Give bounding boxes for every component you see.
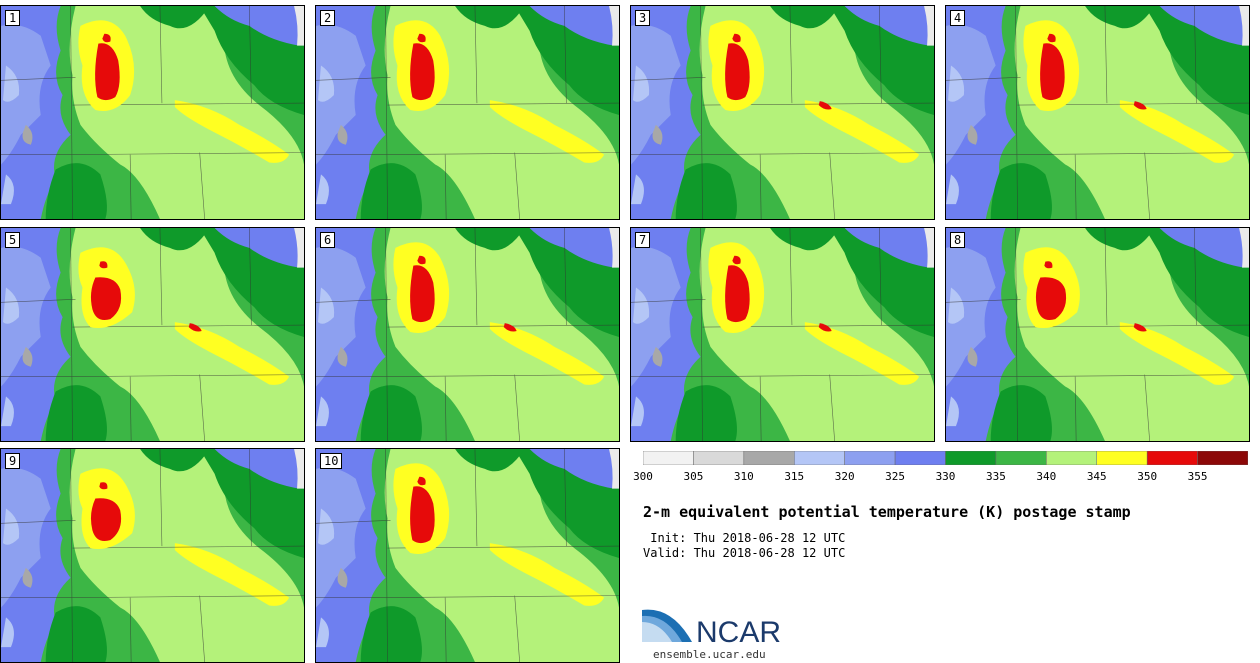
member-map	[631, 6, 934, 219]
member-map	[1, 6, 304, 219]
member-label: 5	[5, 232, 21, 248]
member-panel-5: 5	[0, 227, 305, 442]
ncar-logo: NCAR	[642, 609, 781, 648]
colorbar-tick-label: 325	[885, 470, 906, 483]
logo-text: NCAR	[696, 616, 781, 648]
colorbar-swatch	[995, 451, 1047, 465]
colorbar-swatch	[743, 451, 795, 465]
init-time: Init: Thu 2018-06-28 12 UTC	[643, 531, 846, 545]
colorbar-swatch	[945, 451, 997, 465]
member-label: 9	[5, 453, 21, 469]
member-label: 4	[950, 10, 966, 26]
member-label: 2	[320, 10, 336, 26]
colorbar-swatch	[1197, 451, 1248, 465]
colorbar-swatch	[894, 451, 946, 465]
member-panel-3: 3	[630, 5, 935, 220]
member-map	[946, 228, 1249, 441]
member-map	[316, 228, 619, 441]
member-label: 10	[320, 453, 343, 469]
member-map	[316, 6, 619, 219]
member-panel-1: 1	[0, 5, 305, 220]
colorbar-ticks: 300 305 310 315 320 325 330 335 340 345 350 355	[633, 470, 1248, 486]
colorbar-tick-label: 310	[733, 470, 754, 483]
colorbar-tick-label: 355	[1187, 470, 1208, 483]
member-panel-6: 6	[315, 227, 620, 442]
logo-url: ensemble.ucar.edu	[653, 648, 766, 661]
colorbar	[643, 451, 1248, 465]
colorbar-tick-label: 335	[985, 470, 1006, 483]
member-label: 1	[5, 10, 21, 26]
valid-time: Valid: Thu 2018-06-28 12 UTC	[643, 546, 846, 560]
colorbar-swatch	[794, 451, 845, 465]
member-panel-2: 2	[315, 5, 620, 220]
plot-title: 2-m equivalent potential temperature (K)…	[643, 503, 1131, 521]
colorbar-tick-label: 320	[834, 470, 855, 483]
member-map	[631, 228, 934, 441]
colorbar-swatch	[643, 451, 694, 465]
member-label: 6	[320, 232, 336, 248]
member-panel-10: 10	[315, 448, 620, 663]
member-panel-9: 9	[0, 448, 305, 663]
colorbar-swatch	[1146, 451, 1198, 465]
member-map	[1, 449, 304, 662]
colorbar-swatch	[1096, 451, 1148, 465]
member-map	[316, 449, 619, 662]
colorbar-tick-label: 340	[1036, 470, 1057, 483]
colorbar-tick-label: 305	[683, 470, 704, 483]
colorbar-tick-label: 330	[935, 470, 956, 483]
colorbar-tick-label: 345	[1086, 470, 1107, 483]
member-label: 8	[950, 232, 966, 248]
member-panel-8: 8	[945, 227, 1250, 442]
member-label: 7	[635, 232, 651, 248]
member-map	[946, 6, 1249, 219]
member-label: 3	[635, 10, 651, 26]
member-panel-7: 7	[630, 227, 935, 442]
member-map	[1, 228, 304, 441]
colorbar-swatch	[693, 451, 745, 465]
colorbar-swatch	[1046, 451, 1098, 465]
colorbar-swatch	[844, 451, 896, 465]
colorbar-tick-label: 350	[1137, 470, 1158, 483]
member-panel-4: 4	[945, 5, 1250, 220]
colorbar-tick-label: 300	[633, 470, 653, 483]
colorbar-tick-label: 315	[784, 470, 805, 483]
